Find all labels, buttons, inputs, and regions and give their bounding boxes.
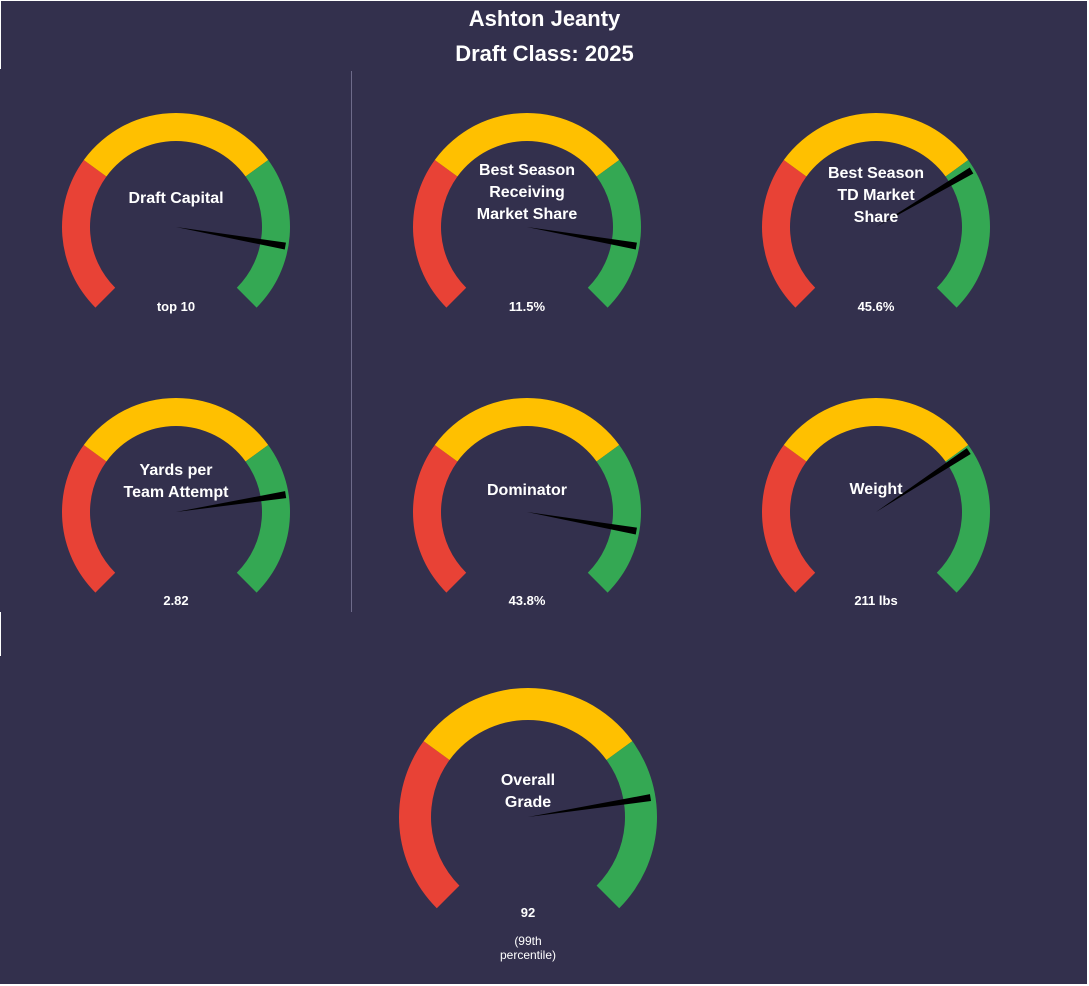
gauge-value: 92 — [520, 905, 536, 920]
gauge-needle — [528, 794, 652, 817]
gauge-value: 43.8% — [508, 593, 546, 608]
gauge-label-line: Yards per — [139, 462, 213, 479]
gauge-7 — [399, 688, 657, 909]
chart-title: Ashton Jeanty — [468, 6, 621, 31]
gauge-value: 11.5% — [508, 299, 546, 314]
gauge-label: Yards per Team Attempt — [91, 460, 261, 504]
top-border — [0, 0, 1089, 1]
gauge-label-line: Weight — [849, 481, 903, 498]
gauge-low-band — [412, 444, 467, 593]
gauge-low-band — [762, 159, 816, 308]
gauge-high-band — [587, 159, 642, 308]
gauge-low-band — [399, 741, 460, 909]
gauge-low-band — [412, 159, 467, 308]
gauge-label-line: Team Attempt — [123, 484, 229, 501]
gauge-label-line: Dominator — [487, 482, 567, 499]
left-border-top — [0, 0, 1, 69]
bottom-border — [0, 984, 1089, 986]
gauge-mid-band — [783, 112, 969, 177]
gauge-label-line: TD Market — [837, 187, 915, 204]
gauge-needle — [527, 512, 637, 535]
gauge-note-line: (99th — [514, 934, 542, 948]
gauge-label: Dominator — [442, 480, 612, 502]
gauge-low-band — [61, 444, 116, 593]
gauge-high-band — [936, 159, 990, 308]
gauge-4 — [61, 398, 290, 593]
gauge-mid-band — [434, 397, 620, 462]
left-border-mid — [0, 612, 1, 656]
gauge-mid-band — [783, 397, 969, 462]
gauge-mid-band — [423, 688, 633, 760]
gauge-mid-band — [434, 112, 620, 177]
gauge-label: Weight — [791, 479, 961, 501]
gauge-label: Overall Grade — [443, 770, 613, 814]
gauge-note: (99th percentile) — [468, 934, 588, 962]
chart-subtitle: Draft Class: 2025 — [455, 41, 634, 66]
gauge-needle — [176, 491, 287, 512]
gauge-value: 45.6% — [857, 299, 895, 314]
gauge-note-line: percentile) — [499, 948, 557, 962]
gauge-label-line: Receiving — [489, 184, 565, 201]
gauge-mid-band — [83, 112, 269, 177]
gauge-value: top 10 — [156, 299, 196, 314]
gauge-1 — [61, 112, 290, 308]
gauge-needle — [527, 227, 637, 250]
gauge-label-line: Draft Capital — [128, 190, 224, 207]
gauge-label-line: Grade — [504, 794, 552, 811]
gauge-high-band — [587, 444, 641, 593]
gauge-label-line: Overall — [500, 772, 556, 789]
gauge-needle — [176, 227, 286, 250]
gauge-high-band — [596, 741, 657, 909]
gauge-label-line: Share — [853, 209, 899, 226]
gauge-label: Best Season TD Market Share — [791, 163, 961, 229]
section-divider — [351, 71, 352, 612]
gauge-low-band — [762, 444, 816, 593]
gauge-low-band — [61, 159, 116, 308]
gauge-high-band — [236, 444, 290, 593]
right-border — [1087, 0, 1089, 986]
gauge-label-line: Market Share — [476, 206, 578, 223]
gauge-value: 211 lbs — [854, 593, 898, 608]
gauge-6 — [762, 397, 990, 593]
gauge-value: 2.82 — [163, 593, 189, 608]
gauge-5 — [412, 397, 641, 593]
gauge-label-line: Best Season — [827, 165, 925, 182]
gauge-label: Best Season Receiving Market Share — [442, 160, 612, 226]
gauge-3 — [762, 112, 990, 308]
gauge-2 — [412, 112, 642, 308]
gauge-high-band — [936, 444, 990, 593]
gauge-label: Draft Capital — [91, 188, 261, 210]
gauge-needle — [876, 448, 971, 512]
gauge-label-line: Best Season — [478, 162, 576, 179]
gauge-needle — [876, 167, 974, 227]
gauge-mid-band — [83, 398, 269, 462]
gauge-high-band — [236, 159, 290, 308]
